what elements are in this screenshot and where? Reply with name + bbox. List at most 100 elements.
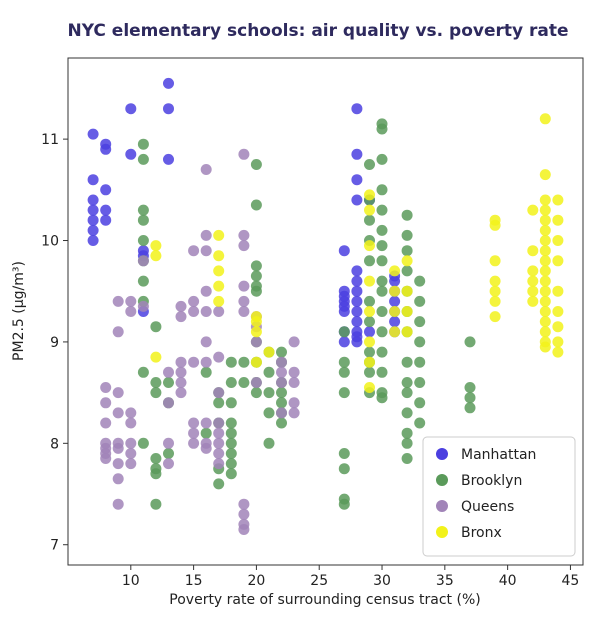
point-queens-52 (213, 306, 225, 317)
point-brooklyn-13 (150, 453, 162, 464)
point-queens-37 (188, 306, 200, 317)
point-brooklyn-57 (276, 397, 287, 409)
point-brooklyn-52 (263, 437, 275, 449)
point-brooklyn-61 (338, 356, 350, 368)
point-brooklyn-116 (414, 417, 426, 429)
legend-label-queens: Queens (461, 499, 514, 515)
point-manhattan-34 (351, 285, 363, 297)
chart-title: NYC elementary schools: air quality vs. … (67, 21, 568, 41)
point-bronx-36 (527, 204, 539, 216)
point-brooklyn-73 (364, 295, 375, 307)
point-bronx-5 (213, 265, 225, 277)
point-brooklyn-114 (414, 377, 426, 388)
point-brooklyn-21 (200, 427, 212, 439)
point-bronx-57 (539, 326, 551, 338)
point-brooklyn-1 (137, 153, 149, 165)
point-brooklyn-23 (213, 397, 225, 409)
point-bronx-59 (539, 341, 551, 353)
axes-layer: 10 15 20 25 30 35 40 45 7 8 9 10 11 (41, 132, 579, 589)
point-queens-7 (112, 295, 124, 307)
point-bronx-7 (213, 295, 225, 307)
point-brooklyn-85 (376, 240, 388, 252)
point-brooklyn-70 (364, 214, 375, 226)
point-bronx-18 (364, 336, 375, 348)
point-manhattan-36 (351, 306, 363, 317)
point-bronx-19 (364, 356, 375, 368)
point-bronx-39 (527, 275, 539, 287)
point-bronx-46 (539, 214, 551, 226)
point-manhattan-5 (87, 174, 99, 186)
point-bronx-61 (552, 214, 564, 226)
point-brooklyn-43 (250, 285, 262, 297)
point-brooklyn-103 (401, 377, 413, 388)
x-tick-label-10: 10 (122, 573, 140, 589)
point-bronx-67 (552, 336, 564, 348)
point-manhattan-17 (163, 77, 174, 89)
point-queens-48 (200, 356, 212, 368)
x-tick-label-45: 45 (562, 573, 580, 589)
point-brooklyn-77 (364, 366, 375, 378)
y-tick-label-9: 9 (50, 335, 59, 351)
point-queens-29 (175, 300, 187, 312)
point-brooklyn-65 (338, 463, 350, 475)
point-bronx-12 (263, 346, 275, 358)
point-brooklyn-60 (338, 326, 350, 338)
point-brooklyn-72 (364, 255, 375, 267)
point-manhattan-3 (87, 204, 99, 216)
point-bronx-47 (539, 224, 551, 236)
point-manhattan-30 (351, 174, 363, 186)
point-queens-1 (100, 397, 112, 409)
point-manhattan-37 (351, 316, 363, 328)
point-queens-45 (200, 285, 212, 297)
point-queens-62 (238, 240, 250, 252)
legend-marker-queens (436, 500, 448, 512)
point-brooklyn-3 (137, 214, 149, 226)
point-queens-10 (112, 407, 124, 419)
point-bronx-10 (250, 326, 262, 338)
y-tick-label-11: 11 (41, 132, 59, 148)
point-queens-61 (238, 229, 250, 241)
point-bronx-55 (539, 306, 551, 317)
point-brooklyn-34 (225, 458, 237, 470)
legend: Manhattan Brooklyn Queens Bronx (422, 436, 576, 557)
point-queens-60 (238, 148, 250, 160)
point-brooklyn-98 (401, 265, 413, 277)
x-tick-label-25: 25 (310, 573, 328, 589)
point-bronx-68 (552, 346, 564, 358)
point-queens-32 (175, 366, 187, 378)
point-bronx-43 (539, 169, 551, 181)
point-bronx-53 (539, 285, 551, 297)
point-bronx-34 (489, 295, 501, 307)
point-queens-66 (238, 498, 250, 510)
point-brooklyn-38 (250, 159, 262, 170)
x-tick-label-40: 40 (499, 573, 517, 589)
point-bronx-11 (250, 356, 262, 368)
point-brooklyn-108 (401, 453, 413, 464)
point-bronx-13 (364, 189, 375, 201)
point-brooklyn-53 (276, 346, 287, 358)
point-bronx-30 (489, 219, 501, 231)
point-queens-16 (125, 295, 137, 307)
legend-label-manhattan: Manhattan (461, 447, 536, 463)
point-bronx-27 (401, 306, 413, 317)
point-bronx-17 (364, 306, 375, 317)
point-queens-40 (188, 427, 200, 439)
point-brooklyn-87 (376, 275, 388, 287)
point-bronx-45 (539, 204, 551, 216)
point-brooklyn-67 (338, 498, 350, 510)
point-manhattan-6 (87, 128, 99, 140)
point-bronx-33 (489, 285, 501, 297)
x-tick-label-30: 30 (373, 573, 391, 589)
point-manhattan-29 (351, 148, 363, 160)
point-brooklyn-62 (338, 366, 350, 378)
point-brooklyn-33 (225, 448, 237, 459)
point-manhattan-40 (351, 336, 363, 348)
point-bronx-21 (389, 265, 401, 277)
y-axis-label: PM2.5 (µg/m³) (11, 261, 27, 361)
point-queens-20 (125, 437, 137, 449)
point-brooklyn-112 (414, 336, 426, 348)
point-queens-46 (200, 306, 212, 317)
point-brooklyn-120 (464, 402, 476, 414)
point-manhattan-1 (87, 224, 99, 236)
point-manhattan-27 (338, 336, 350, 348)
